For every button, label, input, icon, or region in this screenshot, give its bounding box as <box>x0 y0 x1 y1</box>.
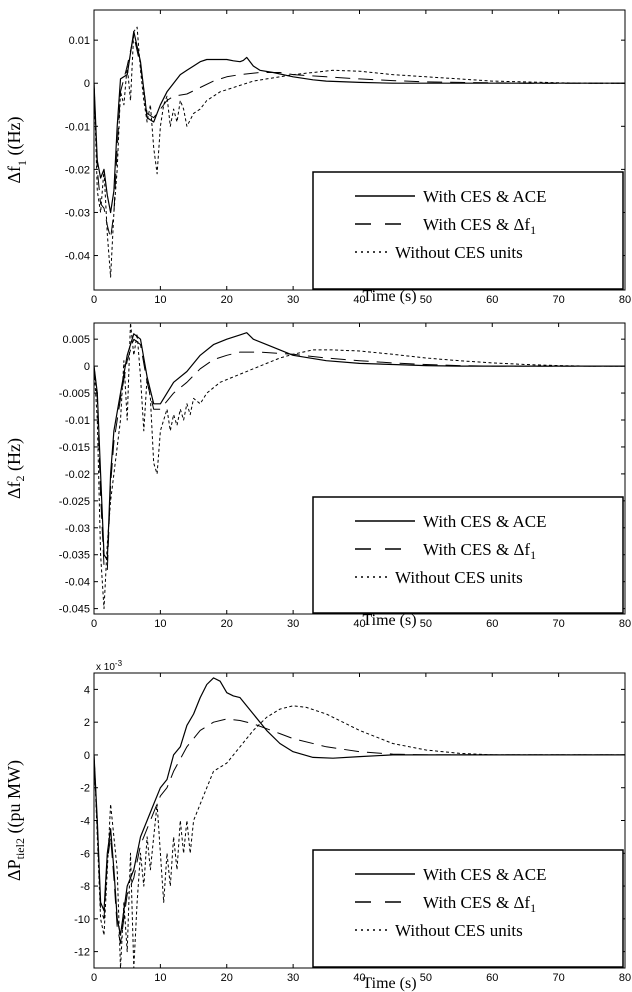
x-tick-label: 80 <box>619 294 631 306</box>
legend-label: Without CES units <box>395 243 523 262</box>
series-line-dashed <box>94 718 625 944</box>
legend-label: With CES & Δf1 <box>423 540 536 562</box>
x-tick-label: 40 <box>353 618 365 630</box>
y-tick-label: -0.03 <box>65 207 90 219</box>
y-axis-label: ΔPtiel2 ((pu MW) <box>4 760 27 881</box>
y-tick-label: -0.035 <box>59 550 90 562</box>
x-tick-label: 40 <box>353 972 365 984</box>
legend-box <box>312 849 624 968</box>
x-tick-label: 50 <box>420 294 432 306</box>
legend-box <box>312 171 624 290</box>
x-tick-label: 60 <box>486 618 498 630</box>
legend-label: With CES & ACE <box>423 187 547 206</box>
x-tick-label: 0 <box>91 294 97 306</box>
series-line-solid <box>94 677 625 936</box>
x-tick-label: 30 <box>287 618 299 630</box>
y-tick-label: 0.005 <box>62 334 90 346</box>
legend-box <box>312 496 624 614</box>
x-tick-label: 30 <box>287 972 299 984</box>
y-tick-label: -4 <box>80 816 90 828</box>
series-line-dotted <box>94 705 625 968</box>
x-tick-label: 10 <box>154 618 166 630</box>
y-tick-label: -0.025 <box>59 496 90 508</box>
chart-panel-2: 0 10 20 30 40 50 60 70 80 0.005 0 -0.005 -0.01 -0.015… <box>4 322 631 630</box>
y-tick-label: -10 <box>74 914 90 926</box>
y-tick-label: 0 <box>84 361 90 373</box>
y-tick-label: -0.01 <box>65 415 90 427</box>
x-tick-label: 10 <box>154 294 166 306</box>
series-line-solid <box>94 332 625 561</box>
y-tick-label: -6 <box>80 848 90 860</box>
x-tick-label: 40 <box>353 294 365 306</box>
legend-label: With CES & ACE <box>423 512 547 531</box>
x-axis-label: Time (s) <box>362 288 416 305</box>
chart-panel-1: 0 10 20 30 40 50 60 70 80 0.01 0 -0.01 -0.02 -0.03 -0.… <box>4 9 631 306</box>
x-tick-label: 20 <box>221 972 233 984</box>
y-tick-label: -0.02 <box>65 469 90 481</box>
y-tick-label: -0.01 <box>65 121 90 133</box>
x-tick-label: 50 <box>420 972 432 984</box>
x-tick-label: 60 <box>486 294 498 306</box>
y-tick-label: -2 <box>80 783 90 795</box>
x-tick-label: 70 <box>553 294 565 306</box>
y-tick-label: -0.04 <box>65 251 90 263</box>
y-axis-exponent: x 10-3 <box>96 659 123 673</box>
y-tick-label: -8 <box>80 881 90 893</box>
legend-label: With CES & Δf1 <box>423 893 536 915</box>
x-tick-label: 60 <box>486 972 498 984</box>
y-tick-label: -12 <box>74 947 90 959</box>
series-line-dashed <box>94 35 625 239</box>
y-tick-label: 4 <box>84 684 90 696</box>
x-tick-label: 80 <box>619 618 631 630</box>
series-line-solid <box>94 30 625 214</box>
y-tick-label: -0.005 <box>59 388 90 400</box>
x-tick-label: 70 <box>553 972 565 984</box>
y-tick-label: 0.01 <box>69 35 90 47</box>
y-tick-label: 2 <box>84 717 90 729</box>
x-tick-label: 10 <box>154 972 166 984</box>
x-tick-label: 70 <box>553 618 565 630</box>
x-tick-label: 20 <box>221 618 233 630</box>
y-tick-label: -0.015 <box>59 442 90 454</box>
x-tick-label: 0 <box>91 972 97 984</box>
y-tick-label: -0.04 <box>65 577 90 589</box>
x-axis-label: Time (s) <box>362 612 416 629</box>
y-tick-label: -0.045 <box>59 604 90 616</box>
y-tick-label: 0 <box>84 750 90 762</box>
y-tick-label: -0.03 <box>65 523 90 535</box>
y-axis-label: Δf1 ((Hz) <box>4 116 29 183</box>
legend-label: Without CES units <box>395 921 523 940</box>
series-line-dotted <box>94 323 625 610</box>
y-tick-label: -0.02 <box>65 164 90 176</box>
y-tick-label: 0 <box>84 78 90 90</box>
legend-label: With CES & ACE <box>423 865 547 884</box>
legend-label: Without CES units <box>395 568 523 587</box>
x-tick-label: 0 <box>91 618 97 630</box>
x-tick-label: 50 <box>420 618 432 630</box>
y-axis-label: Δf2 (Hz) <box>4 438 27 499</box>
x-tick-label: 80 <box>619 972 631 984</box>
x-tick-label: 30 <box>287 294 299 306</box>
series-line-dashed <box>94 338 625 572</box>
x-tick-label: 20 <box>221 294 233 306</box>
legend-label: With CES & Δf1 <box>423 215 536 237</box>
x-axis-label: Time (s) <box>362 975 416 992</box>
